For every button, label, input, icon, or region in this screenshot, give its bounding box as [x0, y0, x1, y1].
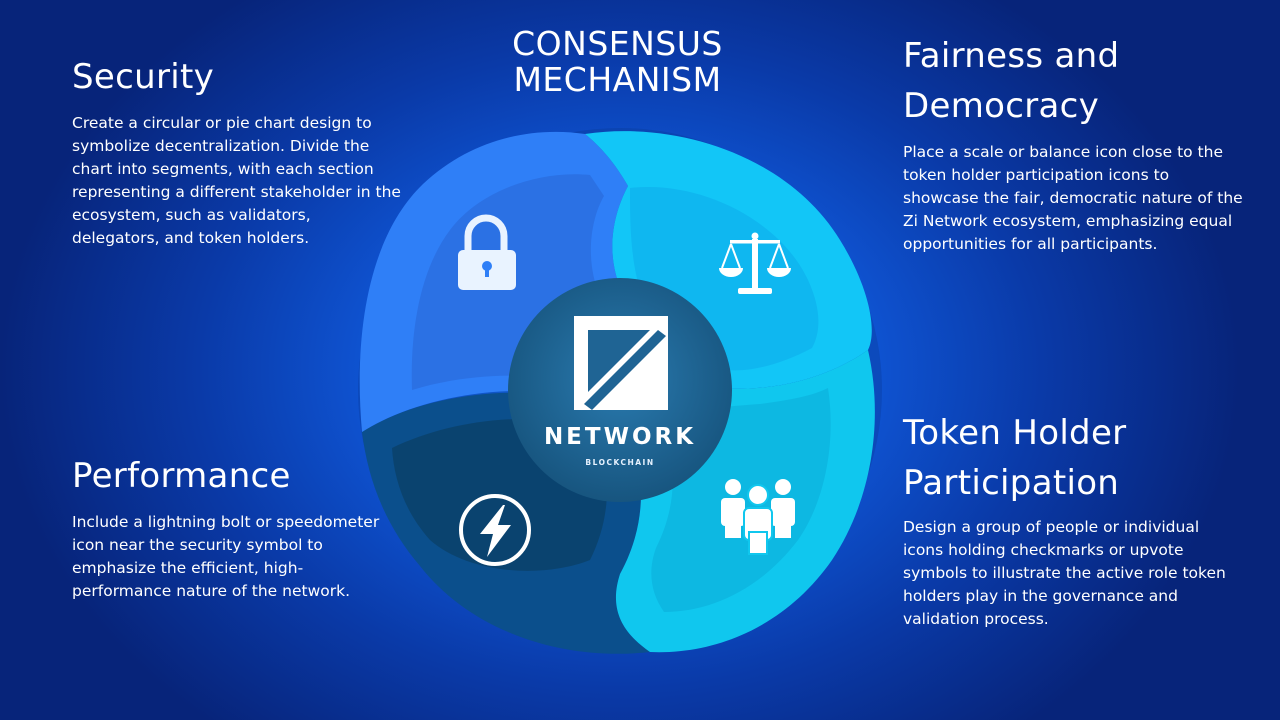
center-sub-text: BLOCKCHAIN: [585, 458, 654, 467]
fairness-inner-band: [630, 186, 819, 371]
lightning-bolt-icon: [459, 494, 531, 566]
security-heading: Security: [72, 57, 215, 97]
fairness-heading: Fairness and Democracy: [903, 36, 1120, 126]
token-holder-block: Token Holder Participation Design a grou…: [903, 408, 1243, 631]
scale-icon: [719, 232, 791, 294]
z-network-logo: [574, 316, 668, 410]
security-block: Security Create a circular or pie chart …: [72, 52, 402, 250]
token-holder-body: Design a group of people or individual i…: [903, 518, 1226, 628]
center-brand-text: NETWORK: [544, 424, 696, 450]
performance-heading: Performance: [72, 456, 291, 496]
title-line-2: MECHANISM: [513, 60, 722, 99]
people-group-icon: [721, 479, 795, 555]
page-title: CONSENSUS MECHANISM: [490, 26, 745, 98]
performance-body: Include a lightning bolt or speedometer …: [72, 513, 380, 600]
title-line-1: CONSENSUS: [512, 24, 723, 63]
fairness-body: Place a scale or balance icon close to t…: [903, 143, 1243, 253]
security-body: Create a circular or pie chart design to…: [72, 114, 401, 247]
fairness-block: Fairness and Democracy Place a scale or …: [903, 31, 1243, 256]
performance-block: Performance Include a lightning bolt or …: [72, 451, 392, 603]
token-holder-heading: Token Holder Participation: [903, 413, 1127, 503]
lock-icon: [458, 214, 516, 290]
